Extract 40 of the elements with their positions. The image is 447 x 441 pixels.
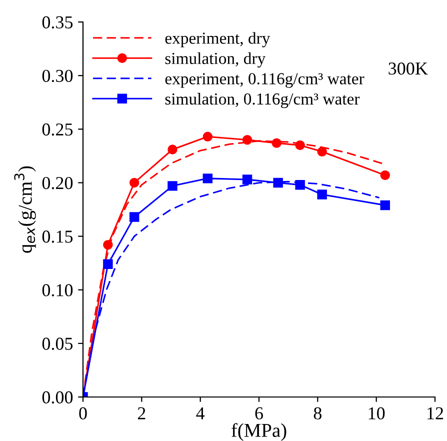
- legend-label: simulation, 0.116g/cm³ water: [165, 92, 360, 108]
- point: [242, 134, 252, 145]
- x-tick-label: 10: [368, 407, 385, 420]
- point: [103, 259, 113, 270]
- y-tick-label: 0.35: [42, 16, 73, 29]
- y-tick-label: 0.25: [42, 123, 73, 136]
- point: [380, 170, 390, 180]
- annotation: 300K: [388, 62, 428, 75]
- y-tick-label: 0.10: [42, 284, 73, 296]
- y-tick-label: 0.15: [42, 230, 73, 243]
- point: [295, 140, 305, 150]
- point: [380, 200, 390, 210]
- x-tick-label: 4: [196, 407, 205, 420]
- x-tick-label: 2: [138, 407, 146, 420]
- y-tick-label: 0.30: [42, 70, 73, 82]
- y-axis-title: q$_{ex}$(g/cm$^{3}$): [14, 166, 36, 253]
- point: [317, 146, 327, 157]
- point: [295, 180, 305, 190]
- y-tick-label: 0.00: [42, 391, 73, 404]
- x-axis-title: f(MPa): [232, 423, 286, 441]
- x-tick-label: 0: [79, 407, 87, 420]
- y-tick-label: 0.05: [42, 338, 73, 350]
- legend-label: experiment, 0.116g/cm³ water: [165, 73, 364, 88]
- x-tick-label: 8: [314, 407, 322, 420]
- x-tick-label: 6: [255, 407, 263, 420]
- point: [202, 132, 213, 142]
- y-tick-label: 0.20: [42, 176, 73, 190]
- point: [103, 240, 113, 250]
- legend-label: experiment, dry: [165, 32, 270, 48]
- point: [202, 174, 213, 184]
- point: [272, 138, 282, 148]
- x-tick-label: 12: [428, 407, 444, 420]
- point: [129, 178, 140, 188]
- point: [129, 212, 140, 222]
- legend-label: simulation, dry: [165, 52, 266, 68]
- point: [273, 178, 283, 188]
- point: [168, 144, 178, 154]
- point: [242, 174, 252, 184]
- point: [168, 181, 178, 191]
- point: [317, 190, 327, 200]
